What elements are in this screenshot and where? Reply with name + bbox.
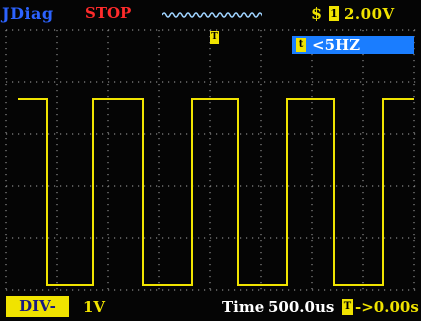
- scope-grid: [5, 29, 416, 291]
- time-label: Time: [222, 298, 265, 316]
- channel-tag: 1: [329, 6, 339, 21]
- time-per-div[interactable]: 500.0us: [268, 298, 335, 316]
- top-status-bar: JDiag STOP $ 1 2.00V: [0, 0, 421, 28]
- time-offset-value[interactable]: ->0.00s: [355, 298, 419, 316]
- frequency-value: <5HZ: [312, 36, 361, 54]
- div-value: 1V: [83, 298, 106, 316]
- frequency-panel: t <5HZ: [292, 36, 414, 54]
- run-state-indicator[interactable]: STOP: [85, 4, 132, 22]
- div-minus-button[interactable]: DIV-: [6, 296, 69, 317]
- trigger-position-marker[interactable]: T: [210, 31, 219, 44]
- trigger-edge-icon[interactable]: $: [311, 4, 323, 23]
- volts-per-div[interactable]: 2.00V: [344, 5, 395, 23]
- frequency-tag: t: [296, 38, 306, 52]
- trigger-wave-icon: [162, 12, 262, 18]
- channel-1-trace: [18, 98, 414, 286]
- app-name: JDiag: [2, 4, 54, 23]
- bottom-status-bar: DIV- 1V Time 500.0us T ->0.00s: [0, 293, 421, 321]
- time-offset-tag: T: [342, 299, 353, 315]
